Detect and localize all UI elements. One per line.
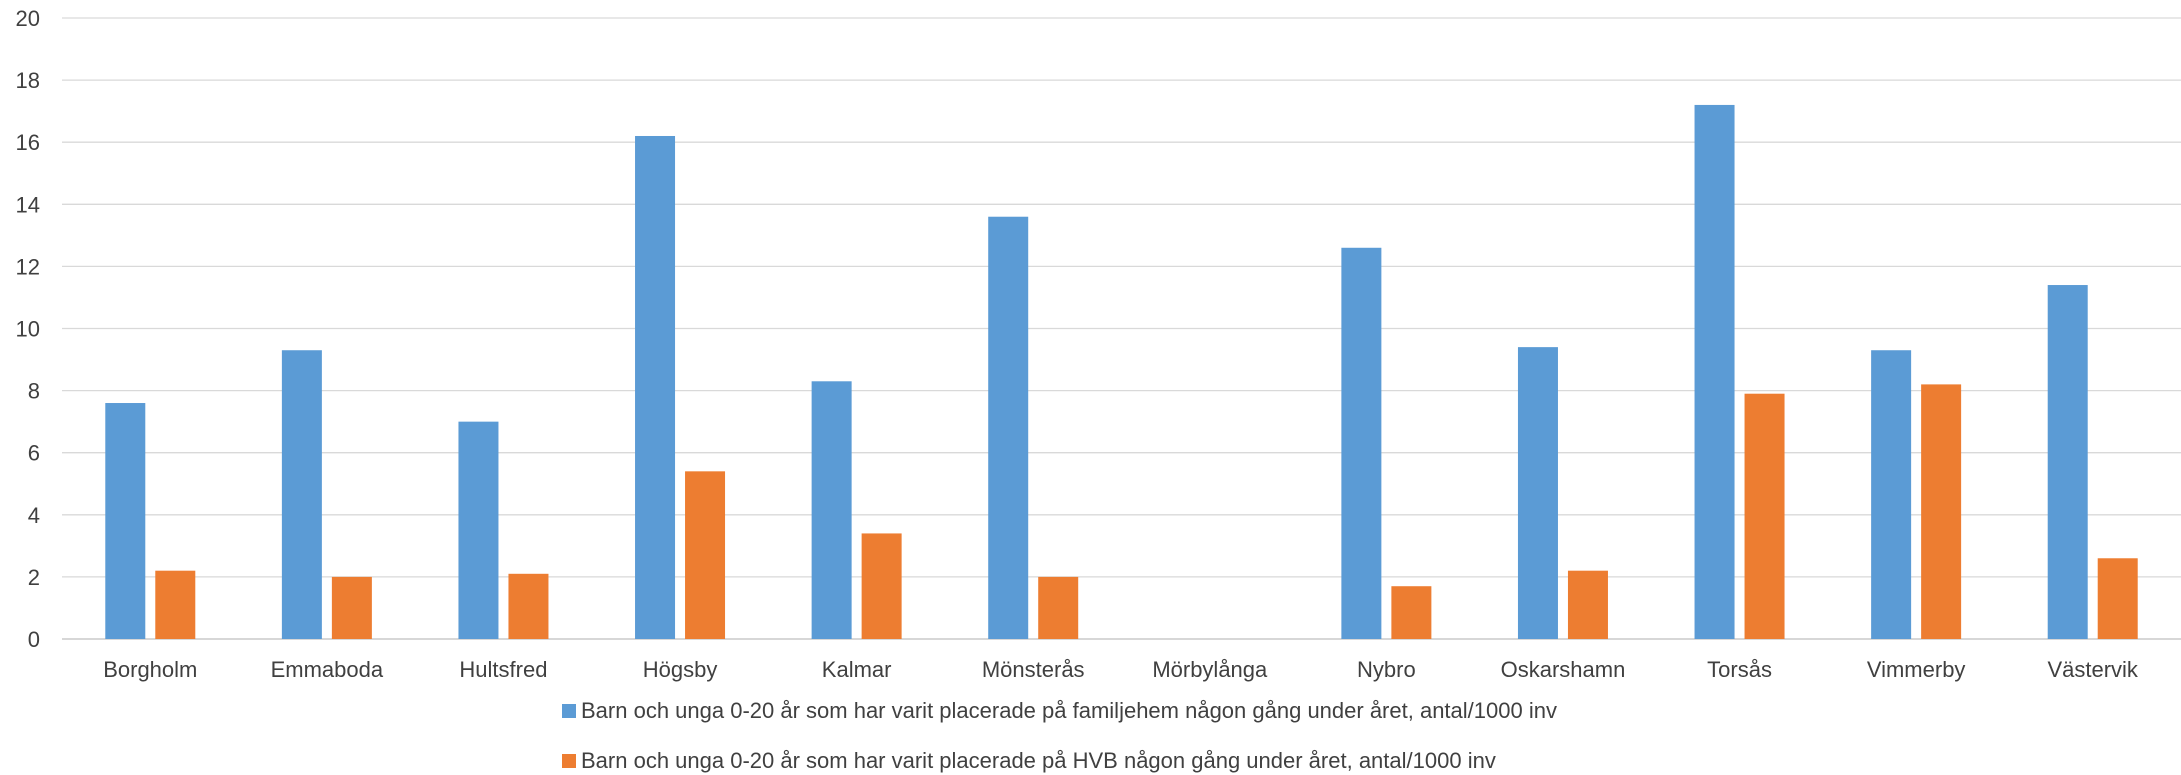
y-tick-label: 4: [28, 503, 40, 528]
legend-item-series-2: Barn och unga 0-20 år som har varit plac…: [562, 748, 1496, 774]
y-tick-label: 16: [16, 130, 40, 155]
bar-series-2-Mönsterås: [1038, 576, 1079, 639]
y-tick-label: 10: [16, 317, 40, 342]
x-category-label: Torsås: [1707, 657, 1772, 682]
x-category-label: Oskarshamn: [1501, 657, 1626, 682]
bar-series-2-Emmaboda: [331, 576, 372, 639]
x-category-label: Nybro: [1357, 657, 1416, 682]
legend-swatch-series-1: [562, 704, 576, 718]
bar-series-1-Mönsterås: [988, 216, 1029, 639]
bar-series-1-Oskarshamn: [1517, 347, 1558, 639]
y-tick-label: 0: [28, 627, 40, 652]
legend-label-series-2: Barn och unga 0-20 år som har varit plac…: [581, 748, 1496, 773]
bar-series-1-Borgholm: [105, 403, 146, 639]
bar-series-2-Västervik: [2097, 558, 2138, 639]
bar-series-2-Vimmerby: [1921, 384, 1962, 639]
bar-series-1-Hultsfred: [458, 421, 499, 639]
x-axis-category-labels: Borgholm Emmaboda Hultsfred Högsby Kalmar Mön…: [103, 657, 2139, 682]
y-tick-label: 2: [28, 565, 40, 590]
x-category-label: Hultsfred: [459, 657, 547, 682]
x-category-label: Kalmar: [822, 657, 892, 682]
bars: [105, 104, 2138, 640]
x-category-label: Västervik: [2047, 657, 2138, 682]
legend-label-series-1: Barn och unga 0-20 år som har varit plac…: [581, 698, 1557, 723]
x-category-label: Högsby: [643, 657, 718, 682]
x-category-label: Emmaboda: [271, 657, 384, 682]
bar-chart: 0 2 4 6 8 10 12 14 16 18 20 Borgholm Emmaboda Hultsf…: [16, 6, 2181, 682]
y-tick-label: 12: [16, 254, 40, 279]
x-category-label: Mönsterås: [982, 657, 1085, 682]
bar-series-2-Borgholm: [155, 570, 196, 639]
bar-series-1-Torsås: [1694, 104, 1735, 639]
bar-series-2-Hultsfred: [508, 573, 549, 639]
legend-item-series-1: Barn och unga 0-20 år som har varit plac…: [562, 698, 1557, 724]
bar-series-1-Kalmar: [811, 381, 852, 639]
bar-series-2-Oskarshamn: [1567, 570, 1608, 639]
bar-series-1-Emmaboda: [281, 350, 322, 639]
bar-series-2-Högsby: [685, 471, 726, 639]
y-tick-label: 14: [16, 192, 40, 217]
y-tick-label: 18: [16, 68, 40, 93]
bar-series-2-Nybro: [1391, 586, 1432, 639]
x-category-label: Borgholm: [103, 657, 197, 682]
y-axis-tick-labels: 0 2 4 6 8 10 12 14 16 18 20: [16, 6, 40, 652]
y-tick-label: 8: [28, 379, 40, 404]
bar-series-1-Vimmerby: [1871, 350, 1912, 639]
bar-series-1-Västervik: [2047, 285, 2088, 639]
bar-series-2-Kalmar: [861, 533, 902, 639]
gridlines: [62, 17, 2181, 640]
y-tick-label: 6: [28, 441, 40, 466]
bar-series-1-Nybro: [1341, 247, 1382, 639]
y-tick-label: 20: [16, 6, 40, 31]
legend-swatch-series-2: [562, 754, 576, 768]
bar-series-1-Högsby: [635, 135, 676, 640]
x-category-label: Vimmerby: [1867, 657, 1966, 682]
x-category-label: Mörbylånga: [1152, 657, 1268, 682]
bar-series-2-Torsås: [1744, 393, 1785, 639]
